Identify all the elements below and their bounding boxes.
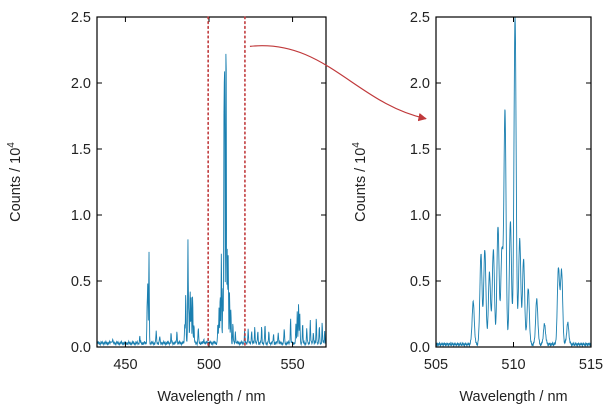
y-tick-label: 0.5 xyxy=(71,274,91,290)
plot-frame xyxy=(96,16,327,348)
x-tick-label: 450 xyxy=(113,357,137,373)
spectrum-line xyxy=(96,53,327,347)
full-spectrum-panel: 0.0 0.5 1.0 1.5 2.0 2.5 450 500 550 Wavelength / … xyxy=(6,10,327,405)
x-tick-label: 550 xyxy=(280,357,304,373)
y-tick-label: 1.5 xyxy=(71,142,91,158)
x-tick-label: 500 xyxy=(197,357,221,373)
y-tick-label: 0.0 xyxy=(71,340,91,356)
x-axis-label: Wavelength / nm xyxy=(157,389,265,405)
y-tick-label: 2.0 xyxy=(71,76,91,92)
x-tick-label: 505 xyxy=(424,357,448,373)
y-tick-label: 1.0 xyxy=(71,208,91,224)
x-tick-label: 510 xyxy=(501,357,525,373)
y-axis-label: Counts / 104 xyxy=(351,142,369,222)
y-tick-label: 1.5 xyxy=(410,142,430,158)
x-tick-label: 515 xyxy=(579,357,603,373)
y-tick-label: 0.0 xyxy=(410,340,430,356)
y-tick-label: 1.0 xyxy=(410,208,430,224)
x-axis-label: Wavelength / nm xyxy=(459,389,567,405)
y-tick-label: 2.5 xyxy=(410,10,430,26)
zoomed-spectrum-panel: 0.0 0.5 1.0 1.5 2.0 2.5 505 510 515 Wavelength / … xyxy=(351,10,603,405)
y-tick-label: 2.5 xyxy=(71,10,91,26)
zoom-arrow-layer xyxy=(207,16,427,348)
y-tick-label: 2.0 xyxy=(410,76,430,92)
zoom-arrow xyxy=(249,45,427,122)
y-tick-label: 0.5 xyxy=(410,274,430,290)
spectrum-line xyxy=(435,17,592,348)
y-axis-label: Counts / 104 xyxy=(6,142,24,222)
